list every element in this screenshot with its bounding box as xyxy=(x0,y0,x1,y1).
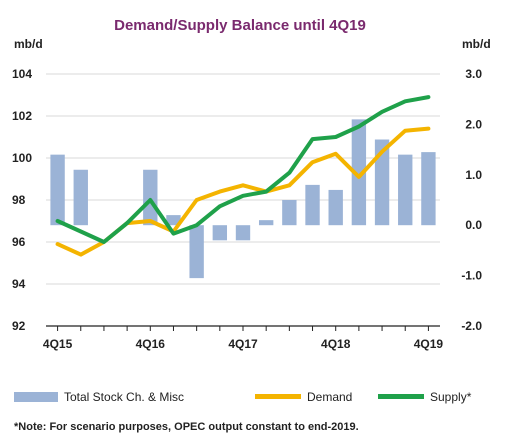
footnote: *Note: For scenario purposes, OPEC outpu… xyxy=(14,421,359,433)
supply-line xyxy=(55,95,431,244)
x-tick-label: 4Q16 xyxy=(136,337,166,351)
x-tick-label: 4Q19 xyxy=(414,337,444,351)
left-tick-label: 94 xyxy=(12,277,26,291)
legend-swatch-stock xyxy=(14,392,58,402)
left-tick-label: 100 xyxy=(12,151,32,165)
left-tick-label: 102 xyxy=(12,109,32,123)
left-tick-label: 92 xyxy=(12,319,26,333)
legend-label-supply: Supply* xyxy=(430,390,472,404)
chart-title: Demand/Supply Balance until 4Q19 xyxy=(114,17,366,34)
right-axis-ticks: 3.0 2.0 1.0 0.0 -1.0 -2.0 xyxy=(461,67,482,333)
right-tick-label: 1.0 xyxy=(465,168,482,182)
left-axis-ticks: 104 102 100 98 96 94 92 xyxy=(12,67,32,333)
stock-change-bar xyxy=(189,225,204,279)
right-tick-label: 3.0 xyxy=(465,67,482,81)
right-tick-label: -1.0 xyxy=(461,269,482,283)
right-tick-label: 0.0 xyxy=(465,218,482,232)
stock-change-bar xyxy=(421,152,436,226)
legend: Total Stock Ch. & Misc Demand Supply* xyxy=(14,390,472,404)
x-tick-label: 4Q18 xyxy=(321,337,351,351)
stock-change-bars xyxy=(50,119,436,279)
stock-change-bar xyxy=(143,169,158,226)
legend-swatch-demand xyxy=(255,394,301,399)
stock-change-bar xyxy=(73,169,88,226)
left-axis-unit: mb/d xyxy=(14,37,43,51)
stock-change-bar xyxy=(282,200,297,226)
left-tick-label: 96 xyxy=(12,235,26,249)
left-tick-label: 98 xyxy=(12,193,26,207)
x-tick-label: 4Q15 xyxy=(43,337,73,351)
stock-change-bar xyxy=(235,225,251,241)
x-tick-label: 4Q17 xyxy=(228,337,258,351)
legend-label-stock: Total Stock Ch. & Misc xyxy=(64,390,184,404)
stock-change-bar xyxy=(374,139,390,226)
legend-label-demand: Demand xyxy=(307,390,352,404)
line-series xyxy=(55,95,431,257)
legend-swatch-supply xyxy=(378,394,424,399)
right-tick-label: -2.0 xyxy=(461,319,482,333)
stock-change-bar xyxy=(398,154,413,226)
stock-change-bar xyxy=(212,225,228,241)
stock-change-bar xyxy=(328,189,343,226)
stock-change-bar xyxy=(351,119,367,226)
stock-change-bar xyxy=(305,184,320,226)
gridlines xyxy=(46,73,440,285)
right-tick-label: 2.0 xyxy=(465,117,482,131)
stock-change-bar xyxy=(166,215,181,226)
x-axis: 4Q15 4Q16 4Q17 4Q18 4Q19 xyxy=(43,325,444,351)
right-axis-unit: mb/d xyxy=(462,37,491,51)
stock-change-bar xyxy=(258,220,274,226)
stock-change-bar xyxy=(50,154,65,226)
left-tick-label: 104 xyxy=(12,67,32,81)
